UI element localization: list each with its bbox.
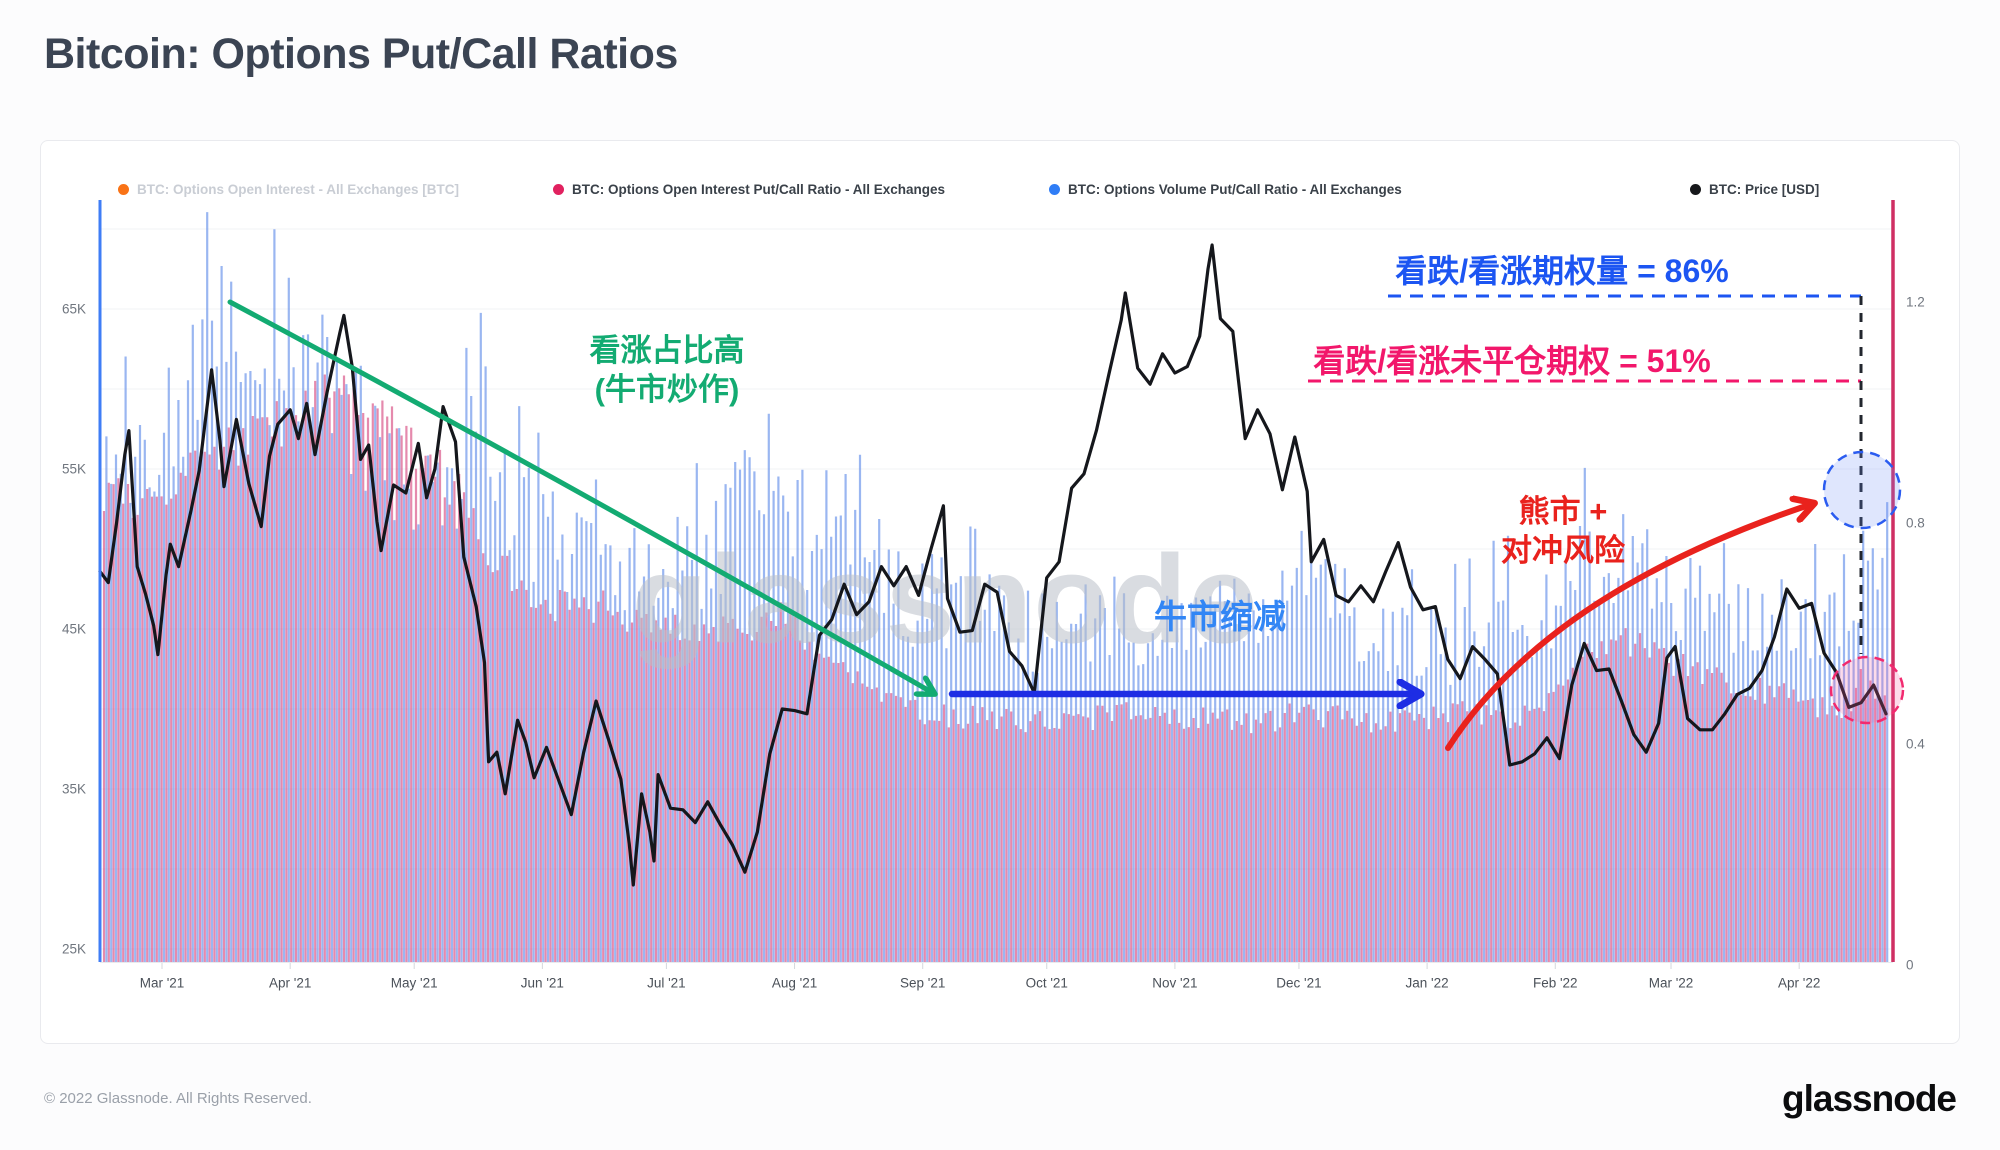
annotation-bull-shrink: 牛市缩减 <box>1154 596 1286 638</box>
legend-dot-icon <box>1690 184 1701 195</box>
legend-dot-icon <box>1049 184 1060 195</box>
annotation-bullish-line2: (牛市炒作) <box>594 372 740 407</box>
annotation-bear-hedge: 熊市 + 对冲风险 <box>1501 492 1625 570</box>
annotation-bullish-line1: 看涨占比高 <box>589 332 745 368</box>
legend-dot-icon <box>118 184 129 195</box>
legend-label: BTC: Options Open Interest Put/Call Rati… <box>572 182 946 197</box>
legend-item[interactable]: BTC: Options Volume Put/Call Ratio - All… <box>1049 182 1402 197</box>
annotation-volume-ratio-text: 看跌/看涨期权量 = 86% <box>1395 252 1729 289</box>
legend-label: BTC: Options Open Interest - All Exchang… <box>137 182 460 197</box>
annotation-bear-line1: 熊市 + <box>1518 493 1608 529</box>
footer-copyright: © 2022 Glassnode. All Rights Reserved. <box>44 1090 312 1107</box>
legend-label: BTC: Price [USD] <box>1709 182 1820 197</box>
annotation-bear-line2: 对冲风险 <box>1501 533 1625 568</box>
annotation-bull-shrink-text: 牛市缩减 <box>1154 598 1286 636</box>
legend-item[interactable]: BTC: Options Open Interest - All Exchang… <box>118 182 459 197</box>
legend-item[interactable]: BTC: Price [USD] <box>1690 182 1819 197</box>
legend-item[interactable]: BTC: Options Open Interest Put/Call Rati… <box>553 182 945 197</box>
annotation-oi-ratio-text: 看跌/看涨未平仓期权 = 51% <box>1313 342 1711 379</box>
page-title: Bitcoin: Options Put/Call Ratios <box>44 30 678 78</box>
legend-label: BTC: Options Volume Put/Call Ratio - All… <box>1068 182 1402 197</box>
annotation-bullish-share: 看涨占比高 (牛市炒作) <box>590 331 745 409</box>
legend-dot-icon <box>553 184 564 195</box>
glassnode-logo: glassnode <box>1782 1078 1957 1119</box>
annotation-oi-ratio-callout: 看跌/看涨未平仓期权 = 51% <box>1313 341 1710 381</box>
annotation-volume-ratio-callout: 看跌/看涨期权量 = 86% <box>1395 251 1728 291</box>
